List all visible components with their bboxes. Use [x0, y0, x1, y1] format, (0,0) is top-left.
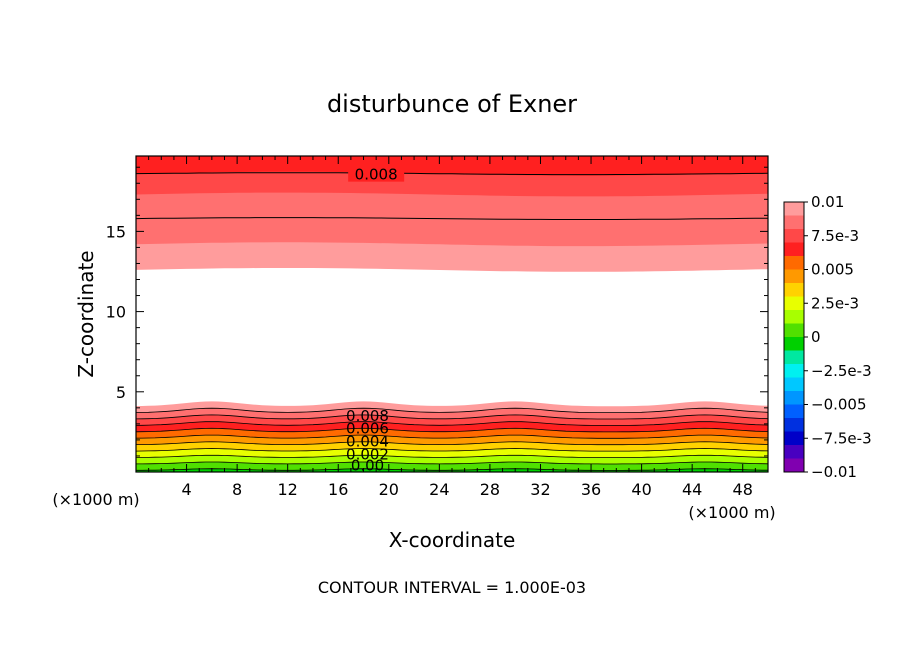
colorbar-tick-label: 2.5e-3: [811, 294, 859, 312]
colorbar-level: [784, 323, 804, 338]
lower-contour-line-4: [136, 441, 769, 446]
colorbar-tick-label: 0.005: [811, 261, 854, 279]
upper-contour-label-bg: [348, 165, 405, 182]
y-axis: 5 10 15: [106, 166, 768, 457]
colorbar-level: [784, 215, 804, 230]
colorbar-tick-label: −2.5e-3: [811, 362, 872, 380]
colorbar-level: [784, 431, 804, 446]
colorbar-tick-label: −0.01: [811, 463, 857, 481]
lower-band-1: [136, 462, 768, 472]
lower-contour-label-0: 0.008: [346, 407, 389, 425]
lower-contour-label-3: 0.002: [346, 445, 389, 463]
upper-contour-line-0: [135, 217, 769, 220]
x-tick-label: 8: [232, 480, 242, 499]
lower-contour-line-1: [136, 461, 769, 465]
upper-contour-line-1: [135, 172, 769, 176]
y-axis-label: Z-coordinate: [74, 250, 98, 377]
x-tick-label: 4: [181, 480, 191, 499]
colorbar-tick-label: 0: [811, 328, 821, 346]
colorbar-level: [784, 283, 804, 297]
x-axis-label: X-coordinate: [389, 528, 516, 552]
x-tick-label: 20: [379, 480, 399, 499]
colorbar-level: [784, 202, 804, 216]
y-tick-label: 5: [116, 383, 126, 402]
y-tick-label: 15: [106, 222, 126, 241]
colorbar-level: [784, 256, 804, 270]
x-tick-label: 24: [429, 480, 449, 499]
x-tick-label: 28: [480, 480, 500, 499]
colorbar-level: [784, 269, 804, 284]
upper-band-3: [136, 156, 768, 176]
colorbar: [783, 201, 805, 473]
lower-contour-line-2: [135, 454, 769, 458]
x-unit-label-right: (×1000 m): [688, 503, 775, 522]
x-tick-label: 44: [682, 480, 702, 499]
colorbar-level: [784, 364, 804, 378]
colorbar-tick-label: 7.5e-3: [811, 227, 859, 245]
chart-title: disturbunce of Exner: [327, 90, 577, 118]
colorbar-ticks: 0.01 7.5e-3 0.005 2.5e-3 0 −2.5e-3 −0.005 −7.5e…: [804, 193, 872, 481]
colorbar-level: [784, 458, 804, 473]
colorbar-level: [784, 377, 804, 392]
lower-contour-label-1: 0.006: [346, 420, 389, 438]
colorbar-level: [784, 310, 804, 324]
colorbar-level: [784, 418, 804, 432]
colorbar-tick-label: 0.01: [811, 193, 844, 211]
plot-fills: [136, 156, 768, 472]
colorbar-level: [784, 296, 804, 311]
lower-contour-line-8: [135, 414, 769, 420]
contour-lines: [135, 172, 769, 471]
colorbar-level: [784, 391, 804, 405]
x-tick-label: 32: [530, 480, 550, 499]
colorbar-level: [784, 229, 804, 243]
lower-contour-line-6: [135, 427, 769, 433]
x-tick-label: 48: [733, 480, 753, 499]
lower-contour-line-7: [135, 421, 769, 426]
x-tick-label: 12: [278, 480, 298, 499]
colorbar-tick-label: −0.005: [811, 396, 867, 414]
x-tick-label: 16: [328, 480, 348, 499]
lower-contour-label-2: 0.004: [346, 433, 389, 451]
colorbar-level: [784, 337, 804, 351]
y-tick-label: 10: [106, 303, 126, 322]
colorbar-level: [784, 445, 804, 459]
x-tick-label: 40: [631, 480, 651, 499]
x-tick-label: 36: [581, 480, 601, 499]
colorbar-level: [784, 242, 804, 257]
colorbar-level: [784, 404, 804, 419]
colorbar-tick-label: −7.5e-3: [811, 429, 872, 447]
colorbar-level: [784, 350, 804, 365]
upper-contour-label: 0.008: [355, 166, 398, 184]
lower-contour-line-5: [135, 434, 769, 439]
x-axis: 4 8 12 16 20 24 28 32 36 40 44 48: [148, 156, 756, 499]
lower-contour-line-3: [135, 448, 769, 452]
contour-interval-note: CONTOUR INTERVAL = 1.000E-03: [318, 578, 586, 597]
x-unit-label-left: (×1000 m): [52, 490, 139, 509]
lower-contour-line-9: [135, 407, 769, 413]
